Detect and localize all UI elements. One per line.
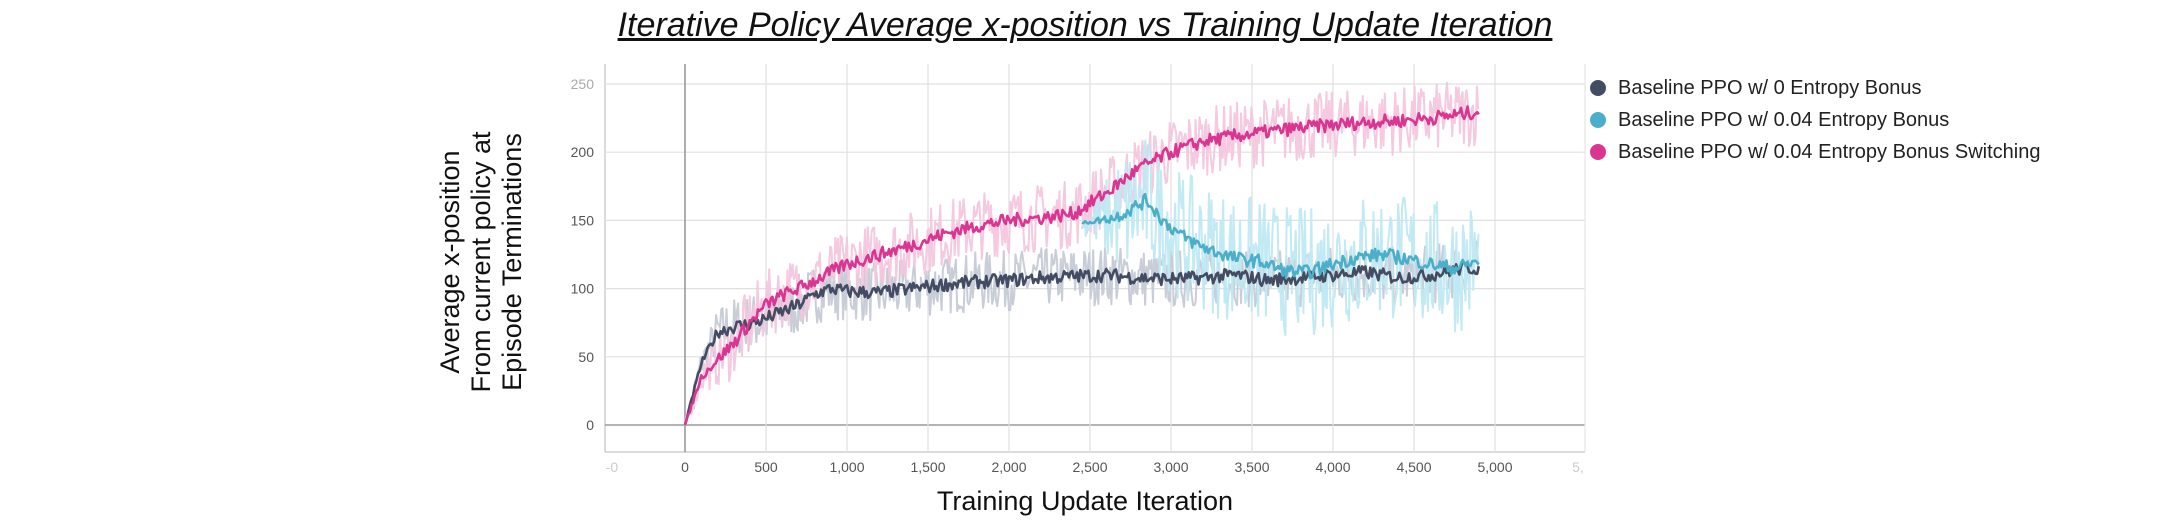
x-tick-label: 4,000 — [1315, 459, 1350, 475]
legend-marker-1 — [1590, 112, 1606, 128]
x-tick-label-edge-right: 5, — [1572, 459, 1584, 475]
y-tick-label: 0 — [586, 417, 594, 433]
x-tick-label: 0 — [681, 459, 689, 475]
x-tick-label: 3,500 — [1234, 459, 1269, 475]
x-tick-label: 500 — [754, 459, 778, 475]
x-tick-label: 1,500 — [910, 459, 945, 475]
x-tick-label: 5,000 — [1477, 459, 1512, 475]
series-line-0 — [683, 260, 1481, 425]
x-tick-label-edge-left: -0 — [606, 459, 619, 475]
x-axis-label: Training Update Iteration — [937, 486, 1233, 516]
series-line-1 — [1081, 192, 1480, 280]
legend-label-0: Baseline PPO w/ 0 Entropy Bonus — [1618, 76, 1922, 99]
y-axis-label-line: Episode Terminations — [497, 133, 527, 391]
legend-label-1: Baseline PPO w/ 0.04 Entropy Bonus — [1618, 108, 1950, 131]
legend-item-0: Baseline PPO w/ 0 Entropy Bonus — [1590, 72, 2040, 104]
x-tick-label: 1,000 — [829, 459, 864, 475]
y-axis-label: Average x-position From current policy at… — [435, 131, 527, 393]
y-axis-label-line: From current policy at — [466, 131, 496, 393]
chart-title: Iterative Policy Average x-position vs T… — [617, 6, 1553, 44]
legend-label-2: Baseline PPO w/ 0.04 Entropy Bonus Switc… — [1618, 140, 2041, 163]
y-tick-label: 200 — [571, 144, 595, 160]
x-tick-label: 2,000 — [991, 459, 1026, 475]
x-tick-label: 2,500 — [1072, 459, 1107, 475]
y-tick-label: 250 — [571, 76, 595, 92]
legend-item-2: Baseline PPO w/ 0.04 Entropy Bonus Switc… — [1590, 136, 2040, 168]
legend-marker-2 — [1590, 144, 1606, 160]
x-tick-label: 4,500 — [1396, 459, 1431, 475]
series-line-2 — [683, 105, 1480, 426]
y-axis-label-line: Average x-position — [435, 150, 465, 373]
y-tick-label: 150 — [571, 212, 595, 228]
x-tick-label: 3,000 — [1153, 459, 1188, 475]
legend: Baseline PPO w/ 0 Entropy Bonus Baseline… — [1590, 72, 2040, 168]
y-tick-label: 100 — [571, 281, 595, 297]
legend-item-1: Baseline PPO w/ 0.04 Entropy Bonus — [1590, 104, 2040, 136]
legend-marker-0 — [1590, 80, 1606, 96]
y-tick-label: 50 — [578, 349, 594, 365]
